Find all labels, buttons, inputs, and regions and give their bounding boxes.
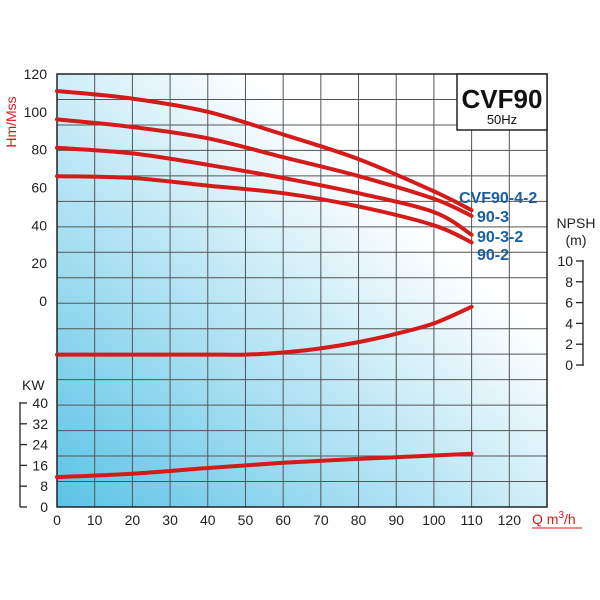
curve-label: CVF90-4-2 xyxy=(459,190,537,207)
curves xyxy=(55,89,474,480)
head-curve xyxy=(55,145,474,237)
plot-frame xyxy=(56,73,548,508)
head-tick-label: 60 xyxy=(31,180,47,196)
power-tick-label: 0 xyxy=(40,499,48,515)
flow-tick-label: 0 xyxy=(53,512,61,528)
head-tick-label: 40 xyxy=(31,217,47,233)
head-tick-label: 80 xyxy=(31,142,47,158)
npsh-axis-ticks: 10 8 6 4 2 0 xyxy=(557,253,583,373)
flow-tick-label: 20 xyxy=(125,512,141,528)
model-frequency: 50Hz xyxy=(487,112,517,127)
flow-tick-label: 60 xyxy=(275,512,291,528)
head-tick-label: 120 xyxy=(24,66,48,82)
head-curve xyxy=(55,174,474,245)
npsh-tick-label: 4 xyxy=(565,315,573,331)
flow-tick-label: 30 xyxy=(162,512,178,528)
npsh-axis-unit: (m) xyxy=(566,232,587,248)
curve-label: 90-3 xyxy=(477,209,509,226)
head-curve xyxy=(55,117,474,218)
flow-tick-label: 70 xyxy=(313,512,329,528)
flow-tick-label: 100 xyxy=(422,512,446,528)
flow-tick-label: 50 xyxy=(238,512,254,528)
flow-tick-label: 40 xyxy=(200,512,216,528)
npsh-tick-label: 6 xyxy=(565,295,573,311)
flow-tick-label: 80 xyxy=(351,512,367,528)
power-tick-label: 16 xyxy=(32,457,48,473)
power-axis-ticks: 40 32 24 16 8 0 xyxy=(20,395,48,515)
power-tick-label: 8 xyxy=(40,478,48,494)
flow-tick-label: 10 xyxy=(87,512,103,528)
head-axis-ticks: 120 100 80 60 40 20 0 xyxy=(24,66,48,309)
npsh-tick-label: 8 xyxy=(565,274,573,290)
grid-lines xyxy=(57,74,547,507)
power-axis-title: KW xyxy=(22,377,45,393)
flow-axis-title: Q m3/h xyxy=(532,510,576,527)
npsh-tick-label: 10 xyxy=(557,253,573,269)
npsh-curve xyxy=(55,304,474,357)
power-tick-label: 24 xyxy=(32,437,48,453)
curve-label: 90-2 xyxy=(477,247,509,264)
npsh-tick-label: 2 xyxy=(565,336,573,352)
npsh-tick-label: 0 xyxy=(565,357,573,373)
power-curve xyxy=(55,451,474,480)
curve-labels: CVF90-4-2 90-3 90-3-290-2 xyxy=(459,190,537,264)
npsh-axis-title: NPSH xyxy=(557,215,596,231)
head-tick-label: 0 xyxy=(39,293,47,309)
model-title: CVF90 xyxy=(462,84,543,114)
plot-background xyxy=(57,74,547,507)
head-curve xyxy=(55,89,474,213)
power-tick-label: 32 xyxy=(32,416,48,432)
model-box: CVF90 50Hz xyxy=(456,73,548,131)
head-axis-title: Hm/Mss xyxy=(3,96,19,147)
flow-axis-ticks: 0 10 20 30 40 50 60 70 80 90 100 110 120 xyxy=(53,512,521,528)
curve-label: 90-3-2 xyxy=(477,229,523,246)
head-tick-label: 20 xyxy=(31,255,47,271)
head-tick-label: 100 xyxy=(24,104,48,120)
flow-tick-label: 110 xyxy=(460,512,483,528)
flow-tick-label: 120 xyxy=(498,512,522,528)
flow-tick-label: 90 xyxy=(388,512,404,528)
power-tick-label: 40 xyxy=(32,395,48,411)
